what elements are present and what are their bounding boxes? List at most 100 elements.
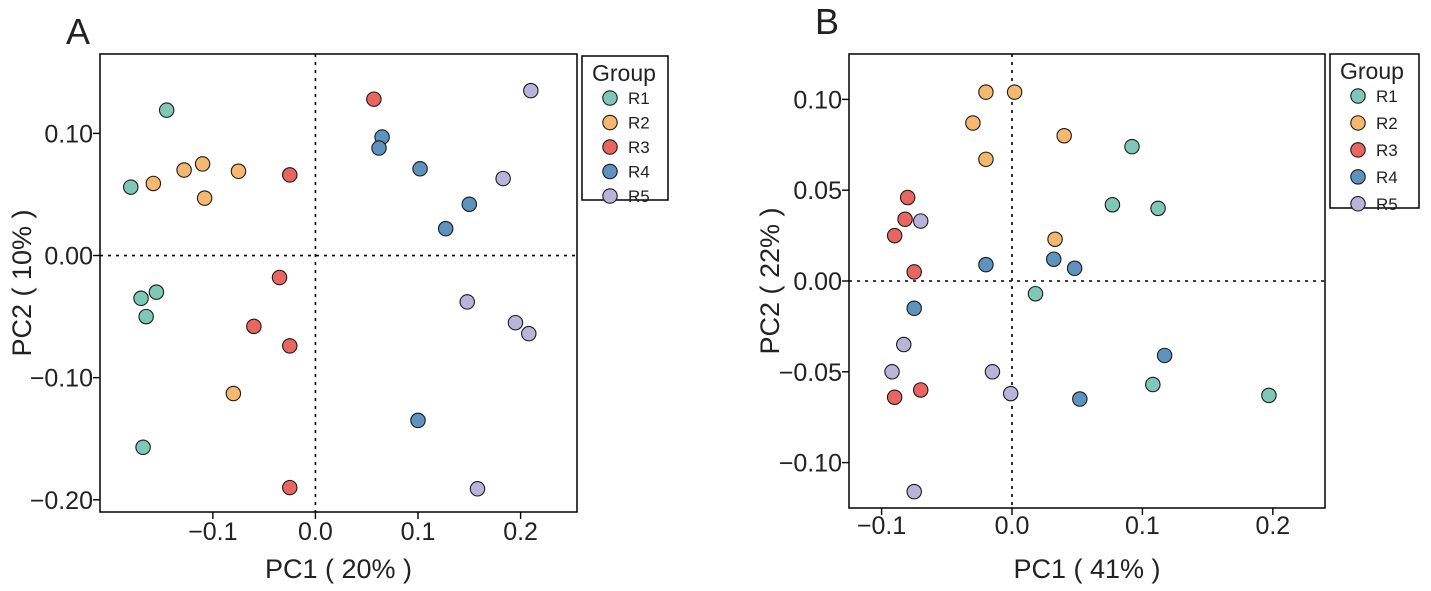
data-point-r3 (282, 338, 298, 354)
series-R1 (1027, 138, 1277, 404)
legend-box (581, 55, 669, 201)
y-axis-title: PC2 ( 10% ) (7, 209, 37, 356)
legend-box (1329, 53, 1420, 209)
data-point-r3 (282, 479, 298, 496)
legend-key-r3 (1350, 142, 1366, 158)
series-R5 (884, 213, 1019, 500)
data-point-r1 (1145, 376, 1161, 393)
x-tick-label: 0.2 (503, 518, 538, 546)
data-point-r5 (896, 336, 912, 353)
data-point-r5 (469, 481, 486, 497)
y-tick-label: −0.10 (30, 365, 93, 393)
legend: Group R1 R2 R3 R4 R5 (1329, 53, 1420, 214)
series-R2 (145, 156, 247, 402)
y-axis-title: PC2 ( 22% ) (755, 207, 785, 354)
legend-title: Group (592, 60, 656, 86)
y-tick-label: −0.10 (779, 450, 842, 478)
series-R1 (123, 102, 175, 456)
x-tick-label: 0.0 (995, 512, 1030, 540)
data-point-r2 (965, 115, 981, 131)
data-point-r4 (412, 161, 428, 177)
y-tick-label: 0.00 (793, 268, 842, 296)
data-point-r5 (906, 483, 922, 500)
data-point-r5 (523, 82, 539, 99)
data-point-r3 (366, 91, 382, 107)
x-tick-label: 0.2 (1255, 512, 1290, 540)
data-point-r2 (978, 84, 994, 100)
series-R3 (886, 189, 929, 405)
data-point-r4 (1045, 251, 1062, 267)
data-point-r4 (978, 256, 994, 273)
y-tick-label: 0.10 (44, 120, 93, 148)
y-tick-label: 0.00 (44, 243, 93, 271)
plot-frame (848, 53, 1326, 509)
legend-key-r1 (602, 90, 618, 106)
data-point-r4 (461, 196, 478, 212)
data-point-r2 (1006, 84, 1023, 100)
panel-A: A −0.1 0.0 0.1 0.2 0.10 0.00 −0.10 −0.20 PC1 ( 20… (7, 11, 669, 584)
data-point-r2 (225, 385, 242, 402)
y-tick-label: −0.20 (30, 487, 93, 515)
data-point-r2 (196, 190, 213, 206)
x-axis-title: PC1 ( 20% ) (265, 554, 412, 584)
x-axis-title: PC1 ( 41% ) (1013, 554, 1160, 584)
data-point-r5 (912, 213, 929, 229)
legend-key-r1 (1350, 88, 1366, 104)
legend-key-r4 (602, 163, 618, 180)
series-R5 (459, 82, 539, 497)
data-point-r5 (984, 364, 1001, 380)
legend-key-r5 (1350, 196, 1366, 212)
panel-label: B (815, 1, 839, 42)
data-point-r2 (978, 151, 994, 168)
data-point-r5 (495, 170, 511, 187)
x-tick-label: −0.1 (188, 518, 237, 546)
data-point-r1 (158, 102, 175, 118)
data-point-r5 (1002, 385, 1019, 402)
legend-label-r2: R2 (1376, 114, 1398, 133)
legend-label-r2: R2 (628, 114, 650, 133)
legend-label-r4: R4 (1376, 168, 1398, 187)
data-point-r1 (1104, 196, 1121, 213)
legend-key-r4 (1350, 169, 1366, 185)
legend-label-r5: R5 (628, 187, 650, 206)
data-point-r1 (123, 179, 139, 195)
data-point-r5 (884, 364, 900, 380)
data-point-r3 (906, 264, 922, 280)
legend-label-r1: R1 (1376, 87, 1398, 106)
legend-label-r1: R1 (628, 89, 650, 108)
data-point-r3 (271, 269, 288, 286)
y-tick-label: 0.05 (793, 177, 842, 205)
data-point-r3 (886, 389, 903, 405)
data-point-r2 (1056, 127, 1072, 144)
legend-key-r2 (602, 114, 618, 131)
data-point-r1 (135, 439, 151, 456)
data-point-r5 (459, 294, 475, 310)
data-point-r1 (1124, 138, 1140, 155)
plot-frame (99, 53, 578, 513)
data-point-r3 (246, 318, 262, 335)
data-point-r2 (194, 156, 211, 172)
data-point-r4 (1156, 347, 1173, 364)
legend-key-r5 (602, 188, 618, 204)
data-point-r1 (148, 284, 165, 300)
legend: Group R1 R2 R3 R4 R5 (581, 55, 669, 206)
data-point-r4 (1066, 260, 1083, 277)
data-point-r3 (897, 211, 913, 228)
panel-B: B −0.1 0.0 0.1 0.2 0.10 0.05 0.00 −0.05 −0.10 PC1 … (755, 1, 1420, 584)
data-point-r1 (1261, 387, 1277, 404)
data-point-r2 (145, 175, 162, 192)
data-point-r3 (886, 227, 903, 244)
y-tick-label: −0.05 (779, 359, 842, 387)
data-point-r4 (410, 412, 426, 429)
data-point-r4 (371, 140, 387, 156)
legend-key-r3 (602, 139, 618, 155)
data-point-r4 (1072, 391, 1088, 407)
data-point-r1 (1150, 200, 1166, 217)
x-tick-label: 0.1 (1125, 512, 1160, 540)
data-point-r3 (899, 189, 916, 206)
legend-label-r3: R3 (628, 138, 650, 157)
data-point-r5 (507, 314, 524, 331)
data-point-r1 (1027, 285, 1044, 302)
legend-title: Group (1340, 58, 1404, 84)
